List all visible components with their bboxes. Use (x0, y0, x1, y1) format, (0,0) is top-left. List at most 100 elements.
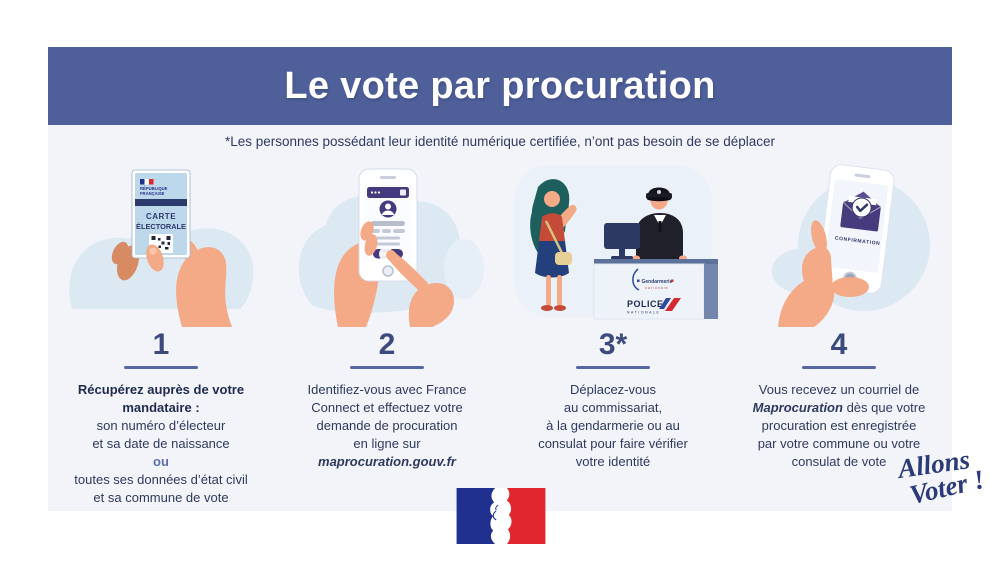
step-4-number: 4 (830, 328, 848, 361)
step-4-divider (802, 366, 876, 369)
step-2-line: en ligne sur (353, 435, 421, 451)
content-panel: *Les personnes possédant leur identité n… (48, 125, 987, 511)
police-desk-illustration-icon: Gendarmerie nationale POLICE NATIONALE (514, 165, 718, 320)
electoral-card-illustration-icon: RÉPUBLIQUE FRANÇAISE CARTE ÉLECTORALE (69, 169, 254, 327)
footnote-subtitle: *Les personnes possédant leur identité n… (224, 134, 776, 149)
form-fields (371, 221, 405, 246)
gendarmerie-label: Gendarmerie (642, 279, 673, 285)
step-1-heading: Récupérez auprès de votre mandataire : (77, 382, 245, 415)
logo-red-block (506, 488, 546, 544)
confirmation-phone-illustration-icon: CONFIRMATION (772, 164, 930, 327)
card-title-1: CARTE (146, 212, 176, 221)
speaker (380, 176, 396, 179)
step-3-divider (576, 366, 650, 369)
police-cap-icon (646, 187, 672, 202)
step-4-line-rest: dès que votre (842, 399, 926, 415)
step-2-number: 2 (378, 328, 396, 361)
mini-french-flag-icon (140, 179, 154, 185)
monitor-icon (604, 223, 640, 260)
step-2-line: Identifiez-vous avec France (307, 382, 467, 397)
face (544, 191, 560, 207)
red-top (539, 213, 565, 241)
police-nationale-logo-icon: POLICE NATIONALE (627, 298, 681, 315)
step-1-text: Récupérez auprès de votre mandataire : s… (62, 381, 260, 507)
hair-front (541, 186, 563, 196)
step-3-line: au commissariat, (563, 399, 663, 415)
card-francaise-text: FRANÇAISE (140, 191, 165, 196)
carte-electorale-icon: RÉPUBLIQUE FRANÇAISE CARTE ÉLECTORALE (131, 169, 191, 259)
thumb (811, 220, 827, 254)
user-avatar-icon (379, 200, 397, 218)
step-1-line: et sa date de naissance (92, 435, 230, 451)
woman-figure (530, 179, 577, 311)
card-stripe (135, 199, 187, 206)
step-3-line: à la gendarmerie ou au (546, 417, 680, 433)
police-label: POLICE (627, 299, 664, 309)
left-finger (364, 234, 378, 256)
step-1-line: toutes ses données d’état civil (74, 471, 248, 487)
leg (557, 275, 562, 306)
shoe (554, 305, 566, 311)
maprocuration-brand: Maprocuration (752, 399, 843, 415)
step-1-or: ou (153, 453, 169, 469)
page-title: Le vote par procuration (284, 64, 716, 107)
desk-side (704, 264, 718, 319)
card-republique-text: RÉPUBLIQUE (140, 186, 168, 191)
fingers-front (831, 277, 869, 297)
holding-hand (778, 220, 869, 327)
step-3-number: 3* (598, 328, 628, 361)
title-banner: Le vote par procuration (48, 47, 952, 125)
maprocuration-url: maprocuration.gouv.fr (318, 453, 456, 469)
app-header (367, 187, 409, 198)
allons-voter-slogan: Allons Voter ! (868, 444, 1000, 510)
step-3-line: votre identité (575, 453, 651, 469)
step-4-line: Vous recevez un courriel de (758, 382, 920, 397)
step-4-line: procuration est enregistrée (761, 417, 917, 433)
shirt (654, 215, 666, 226)
desk-top (594, 259, 718, 264)
gendarmerie-logo-icon: Gendarmerie nationale (632, 268, 674, 291)
marianne-detail (492, 504, 499, 521)
step-3-line: Déplacez-vous (569, 382, 656, 397)
step-1-line: son numéro d’électeur (96, 417, 226, 433)
step-1-number: 1 (152, 328, 170, 361)
step-2-line: Connect et effectuez votre (311, 399, 463, 415)
card-title-2: ÉLECTORALE (136, 222, 186, 231)
step-1-line: et sa commune de vote (93, 489, 229, 505)
bag-strap (544, 220, 565, 256)
step-2-divider (350, 366, 424, 369)
smartphone-confirmation-icon: CONFIRMATION (817, 164, 895, 294)
reception-desk: Gendarmerie nationale POLICE NATIONALE (593, 259, 718, 320)
background-blob-small (444, 239, 484, 299)
step-2-line: demande de procuration (316, 417, 458, 433)
steps-row: RÉPUBLIQUE FRANÇAISE CARTE ÉLECTORALE (48, 159, 952, 507)
pointing-hand (386, 250, 454, 327)
step-4-text: Vous recevez un courriel de Maprocuratio… (753, 381, 926, 471)
step-1: RÉPUBLIQUE FRANÇAISE CARTE ÉLECTORALE (48, 159, 274, 507)
step-2: Valider 2 Identifiez-vou (274, 159, 500, 507)
desk-front (593, 263, 705, 320)
confirmation-label: CONFIRMATION (834, 236, 880, 248)
envelope-check-icon (840, 191, 882, 232)
gendarmerie-sub-label: nationale (645, 286, 669, 290)
bag-icon (555, 252, 572, 265)
police-sub-label: NATIONALE (627, 311, 660, 315)
step-4-line: consulat de vote (791, 453, 887, 469)
shoe (541, 305, 553, 311)
thumb-front (146, 244, 164, 272)
logo-blue-block (456, 488, 496, 544)
leg (546, 275, 551, 306)
speaker (854, 173, 871, 179)
uniform-torso (636, 213, 683, 259)
home-button (382, 265, 394, 277)
step-3: Gendarmerie nationale POLICE NATIONALE 3… (500, 159, 726, 507)
marianne-silhouette (490, 488, 512, 544)
police-officer-figure (632, 187, 687, 261)
step-4-line: par votre commune ou votre (757, 435, 921, 451)
step-2-text: Identifiez-vous avec France Connect et e… (308, 381, 467, 471)
step-3-line: consulat pour faire vérifier (538, 435, 688, 451)
step-4: CONFIRMATION 4 Vous recevez un courriel … (726, 159, 952, 507)
step-1-divider (124, 366, 198, 369)
step-4-line: Maprocuration dès que votre (753, 399, 926, 417)
